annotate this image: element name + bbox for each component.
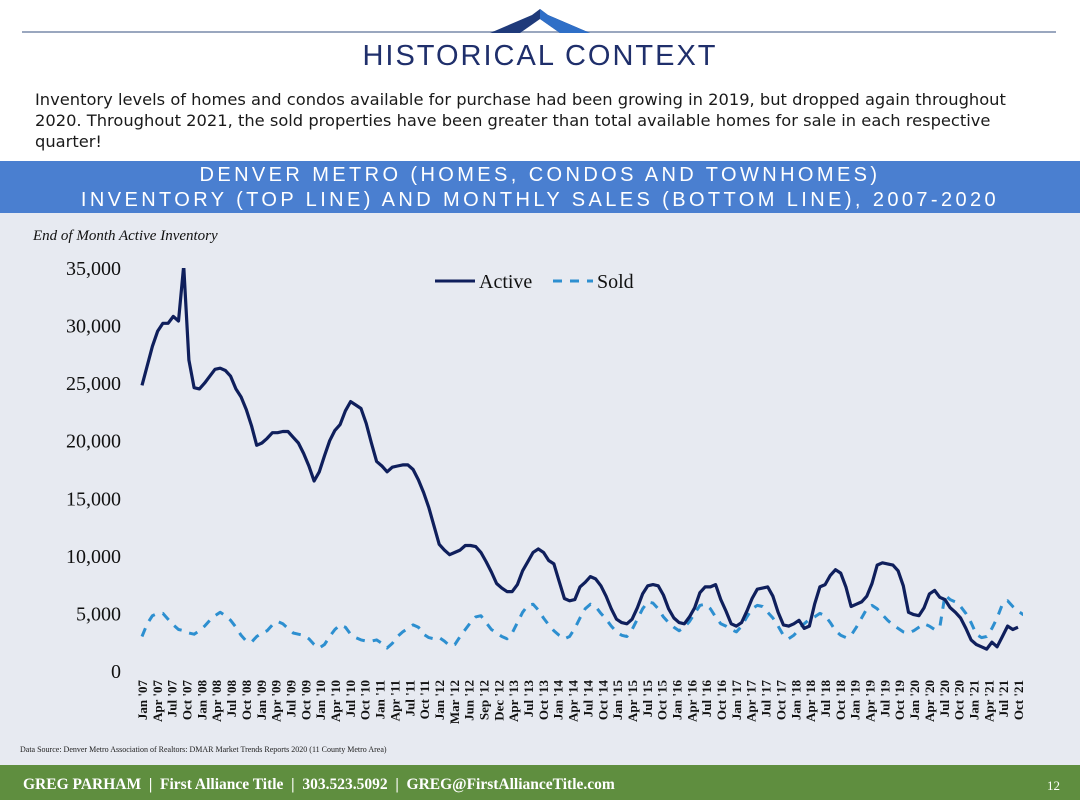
- x-tick-label: Apr '19: [863, 680, 878, 723]
- x-tick-label: Apr '16: [684, 680, 699, 723]
- x-tick-label: Jul '13: [521, 680, 536, 718]
- chart-panel: End of Month Active Inventory 0 5,000 10,00…: [0, 213, 1080, 765]
- x-tick-label: Apr '21: [981, 680, 996, 722]
- x-tick-label: Oct '09: [298, 680, 313, 721]
- x-tick-label: Jan '09: [254, 680, 269, 721]
- legend-label-active: Active: [479, 271, 532, 293]
- y-tick-label: 15,000: [66, 488, 121, 510]
- x-tick-label: Jul '21: [996, 680, 1011, 717]
- x-tick-label: Jul '07: [165, 680, 180, 718]
- x-tick-label: Oct '19: [892, 680, 907, 721]
- chart-banner: DENVER METRO (HOMES, CONDOS AND TOWNHOME…: [0, 161, 1080, 213]
- legend-label-sold: Sold: [597, 271, 634, 293]
- x-tick-label: Jan '16: [670, 680, 685, 721]
- x-tick-label: Oct '14: [595, 680, 610, 721]
- banner-line-2: INVENTORY (TOP LINE) AND MONTHLY SALES (…: [80, 189, 1000, 211]
- x-tick-label: Jul '19: [877, 680, 892, 718]
- series-line-sold: [140, 593, 1023, 650]
- x-tick-label: Dec '12: [491, 680, 506, 721]
- x-tick-label: Apr '20: [922, 680, 937, 722]
- x-tick-label: Jan '19: [848, 680, 863, 721]
- y-tick-label: 5,000: [76, 603, 121, 625]
- x-tick-label: Jan '20: [907, 680, 922, 720]
- x-tick-label: Jun '12: [462, 680, 477, 721]
- x-tick-label: Jan '07: [135, 680, 150, 721]
- x-tick-label: Jul '09: [283, 680, 298, 718]
- y-tick-label: 10,000: [66, 546, 121, 568]
- x-tick-label: Oct '08: [239, 680, 254, 721]
- x-tick-label: Oct '07: [180, 680, 195, 721]
- series-line-active: [140, 268, 1019, 651]
- x-tick-label: Oct '21: [1011, 680, 1026, 720]
- y-tick-label: 30,000: [66, 316, 121, 338]
- x-tick-label: Oct '15: [655, 680, 670, 721]
- x-tick-label: Oct '10: [358, 680, 373, 720]
- x-tick-label: Jul '11: [402, 680, 417, 717]
- x-tick-label: Apr '15: [625, 680, 640, 723]
- x-tick-label: Jan '11: [373, 680, 388, 719]
- x-tick-label: Apr '11: [387, 680, 402, 721]
- x-tick-label: Apr '13: [506, 680, 521, 723]
- x-tick-label: Oct '20: [952, 680, 967, 720]
- y-tick-label: 0: [111, 661, 121, 683]
- x-tick-label: Jan '15: [610, 680, 625, 721]
- inventory-line-chart: End of Month Active Inventory 0 5,000 10,00…: [32, 228, 1026, 724]
- x-tick-label: Jul '14: [580, 680, 595, 718]
- x-tick-label: Oct '11: [417, 680, 432, 719]
- x-tick-label: Mar '12: [447, 680, 462, 724]
- y-tick-label: 25,000: [66, 373, 121, 395]
- footer-contact: GREG PARHAM | First Alliance Title | 303…: [23, 776, 615, 793]
- mountain-peak-icon: [490, 9, 590, 33]
- x-tick-label: Jan '08: [194, 680, 209, 721]
- x-tick-label: Jul '10: [343, 680, 358, 717]
- x-tick-label: Sep '12: [476, 680, 491, 720]
- page-title: HISTORICAL CONTEXT: [362, 40, 718, 72]
- data-source-note: Data Source: Denver Metro Association of…: [20, 745, 387, 754]
- footer-bar: [0, 765, 1080, 800]
- x-tick-label: Oct '18: [833, 680, 848, 721]
- x-tick-label: Oct '13: [536, 680, 551, 721]
- x-tick-label: Jan '21: [966, 680, 981, 720]
- y-tick-label: 20,000: [66, 431, 121, 453]
- x-tick-label: Jul '15: [640, 680, 655, 718]
- x-tick-label: Jan '14: [551, 680, 566, 721]
- x-tick-label: Jul '16: [699, 680, 714, 718]
- header-divider: [22, 31, 1056, 33]
- x-tick-label: Apr '14: [566, 680, 581, 723]
- banner-line-1: DENVER METRO (HOMES, CONDOS AND TOWNHOME…: [199, 164, 881, 186]
- x-tick-label: Oct '17: [773, 680, 788, 721]
- x-tick-label: Apr '07: [150, 680, 165, 723]
- x-tick-label: Jul '08: [224, 680, 239, 718]
- x-tick-label: Jul '18: [818, 680, 833, 718]
- x-tick-label: Jan '10: [313, 680, 328, 720]
- page-number: 12: [1047, 778, 1060, 793]
- x-tick-label: Jul '17: [759, 680, 774, 718]
- x-tick-label: Jan '12: [432, 680, 447, 720]
- x-tick-label: Apr '10: [328, 680, 343, 722]
- x-tick-label: Jan '18: [788, 680, 803, 721]
- x-tick-label: Jan '17: [729, 680, 744, 721]
- y-axis-title: End of Month Active Inventory: [32, 228, 218, 244]
- x-tick-label: Apr '18: [803, 680, 818, 723]
- intro-paragraph: Inventory levels of homes and condos ava…: [35, 90, 1006, 151]
- x-tick-label: Apr '08: [209, 680, 224, 723]
- x-tick-label: Apr '17: [744, 680, 759, 723]
- x-tick-label: Jul '20: [937, 680, 952, 717]
- y-tick-label: 35,000: [66, 258, 121, 280]
- x-tick-label: Oct '16: [714, 680, 729, 721]
- x-tick-label: Apr '09: [269, 680, 284, 723]
